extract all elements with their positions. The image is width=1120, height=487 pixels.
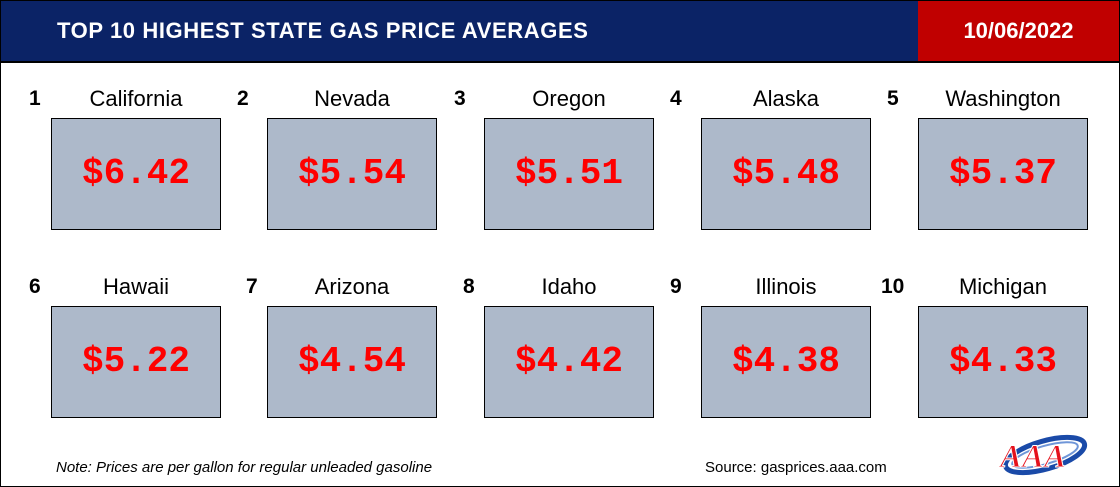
state-name: Alaska <box>752 86 820 111</box>
rank-number: 7 <box>246 275 258 298</box>
price-value: $4.42 <box>514 341 624 382</box>
price-box: $5.54 <box>267 118 437 230</box>
title-bar: TOP 10 HIGHEST STATE GAS PRICE AVERAGES <box>1 1 918 61</box>
price-value: $4.54 <box>297 341 407 382</box>
state-name: Idaho <box>541 274 597 299</box>
price-box: $5.48 <box>701 118 871 230</box>
price-value: $6.42 <box>81 153 191 194</box>
rank-number: 3 <box>454 87 466 110</box>
rank-number: 4 <box>670 87 682 110</box>
rank-number: 2 <box>237 87 249 110</box>
state-name: Hawaii <box>102 274 170 299</box>
date-bar: 10/06/2022 <box>918 1 1119 61</box>
price-value: $5.48 <box>731 153 841 194</box>
price-box: $4.54 <box>267 306 437 418</box>
price-box: $5.22 <box>51 306 221 418</box>
logo-text: AAA <box>999 439 1066 475</box>
state-name: Arizona <box>314 274 390 299</box>
price-box: $4.42 <box>484 306 654 418</box>
price-value: $5.22 <box>81 341 191 382</box>
rank-number: 1 <box>29 87 41 110</box>
state-name: Illinois <box>755 274 817 299</box>
price-value: $4.33 <box>948 341 1058 382</box>
price-box: $5.51 <box>484 118 654 230</box>
price-box: $6.42 <box>51 118 221 230</box>
header: TOP 10 HIGHEST STATE GAS PRICE AVERAGES … <box>1 1 1119 63</box>
price-value: $5.54 <box>297 153 407 194</box>
price-box: $4.33 <box>918 306 1088 418</box>
aaa-logo-icon: AAA <box>999 434 1088 476</box>
rank-number: 10 <box>881 275 905 298</box>
state-name: Michigan <box>958 274 1048 299</box>
state-name: California <box>89 86 183 111</box>
state-name: Nevada <box>314 86 390 111</box>
rank-number: 9 <box>670 275 682 298</box>
date-label: 10/06/2022 <box>963 18 1074 43</box>
rank-number: 8 <box>463 275 475 298</box>
price-box: $4.38 <box>701 306 871 418</box>
price-box: $5.37 <box>918 118 1088 230</box>
price-value: $4.38 <box>731 341 841 382</box>
footnote: Note: Prices are per gallon for regular … <box>56 459 433 476</box>
rank-number: 5 <box>887 87 899 110</box>
state-name: Washington <box>945 86 1061 111</box>
price-value: $5.51 <box>514 153 624 194</box>
price-value: $5.37 <box>948 153 1058 194</box>
rank-number: 6 <box>29 275 41 298</box>
page-title: TOP 10 HIGHEST STATE GAS PRICE AVERAGES <box>57 18 589 43</box>
source-credit: Source: gasprices.aaa.com <box>705 459 887 476</box>
state-name: Oregon <box>532 86 606 111</box>
